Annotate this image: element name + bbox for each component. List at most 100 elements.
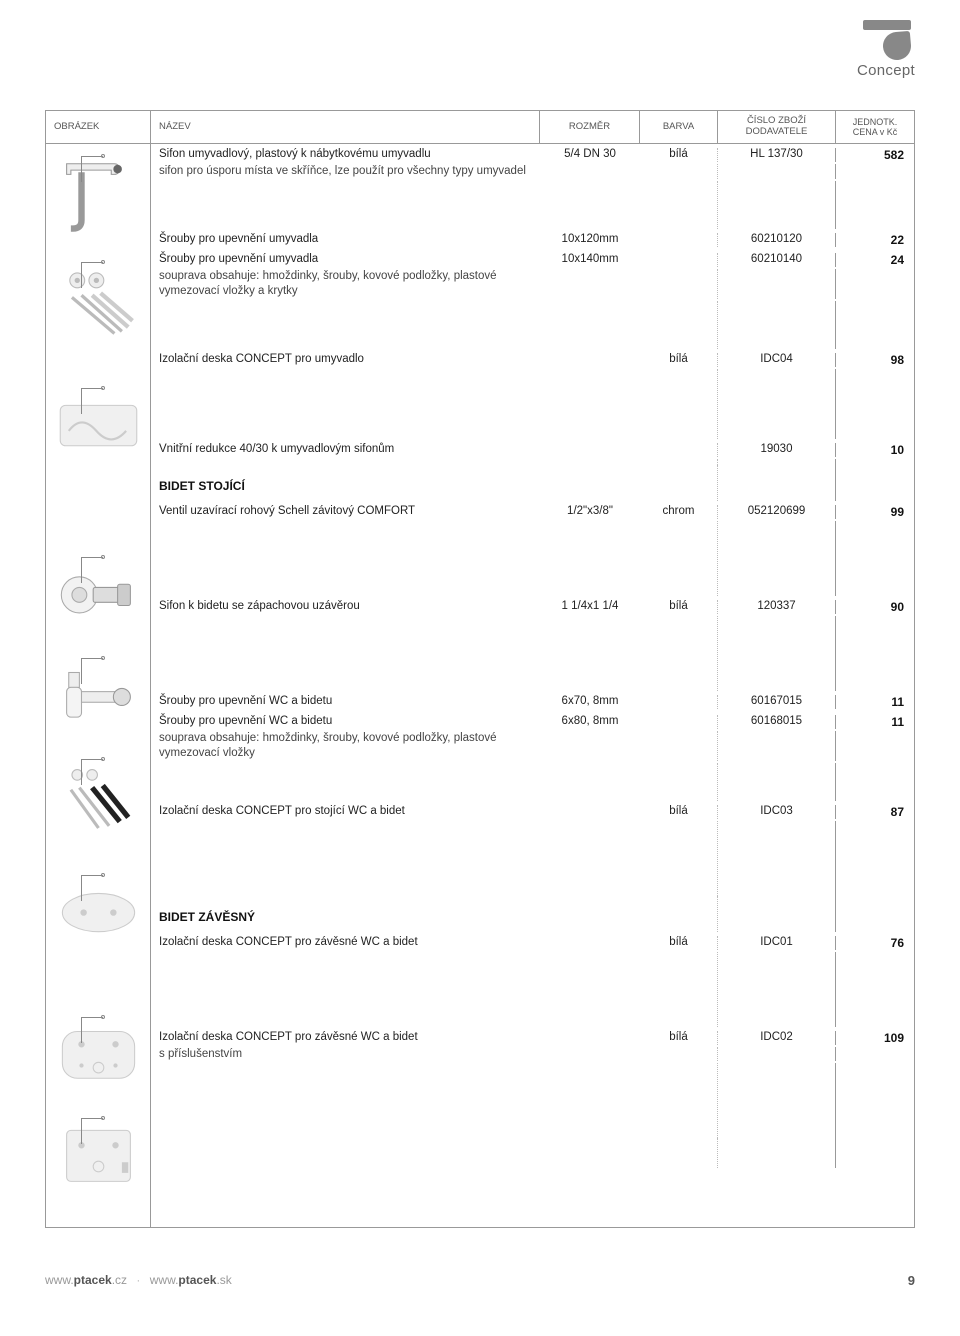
product-supplier-code: 19030 (718, 443, 836, 457)
product-price: 10 (836, 443, 914, 457)
product-price: 98 (836, 353, 914, 367)
leader-line-icon (81, 1108, 113, 1154)
product-color: bílá (640, 148, 718, 162)
product-name: Sifon k bidetu se zápachovou uzávěrou (151, 600, 540, 614)
product-description-row: souprava obsahuje: hmoždinky, šrouby, ko… (151, 731, 914, 763)
section-heading-row: BIDET STOJÍCÍ (151, 465, 914, 501)
table-row: Izolační deska CONCEPT pro stojící WC a … (151, 801, 914, 821)
product-description: souprava obsahuje: hmoždinky, šrouby, ko… (151, 269, 540, 299)
product-dimension (540, 353, 640, 367)
product-dimension: 10x120mm (540, 233, 640, 247)
product-price: 87 (836, 805, 914, 819)
row-spacer (151, 301, 914, 349)
product-dimension (540, 443, 640, 457)
product-color (640, 253, 718, 267)
table-row: Izolační deska CONCEPT pro umyvadlo bílá… (151, 349, 914, 369)
product-supplier-code: IDC03 (718, 805, 836, 819)
product-name: Šrouby pro upevnění WC a bidetu (151, 695, 540, 709)
header-supplier-l2: DODAVATELE (726, 127, 827, 138)
table-header: OBRÁZEK NÁZEV ROZMĚR BARVA ČÍSLO ZBOŽÍ D… (46, 111, 914, 144)
leader-line-icon (81, 547, 113, 593)
concept-logo-icon (861, 20, 911, 60)
product-description-row: souprava obsahuje: hmoždinky, šrouby, ko… (151, 269, 914, 301)
product-supplier-code: IDC04 (718, 353, 836, 367)
product-supplier-code: HL 137/30 (718, 148, 836, 162)
leader-line-icon (81, 378, 113, 424)
product-color (640, 695, 718, 709)
product-image (46, 144, 150, 250)
leader-line-icon (81, 865, 113, 911)
table-row: Ventil uzavírací rohový Schell závitový … (151, 501, 914, 521)
header-dimension: ROZMĚR (540, 111, 640, 143)
section-heading: BIDET ZÁVĚSNÝ (151, 896, 540, 932)
header-image: OBRÁZEK (46, 111, 151, 143)
product-image (46, 1005, 150, 1106)
product-supplier-code: 60168015 (718, 715, 836, 729)
product-supplier-code: IDC02 (718, 1031, 836, 1045)
table-row: Šrouby pro upevnění umyvadla 10x140mm 60… (151, 249, 914, 269)
product-name: Šrouby pro upevnění umyvadla (151, 253, 540, 267)
product-image (46, 863, 150, 964)
product-image (46, 545, 150, 646)
leader-line-icon (81, 648, 113, 694)
product-price: 11 (836, 715, 914, 729)
product-price: 22 (836, 233, 914, 247)
product-color: bílá (640, 353, 718, 367)
product-price: 11 (836, 695, 914, 709)
table-body: Sifon umyvadlový, plastový k nábytkovému… (46, 144, 914, 1228)
leader-line-icon (81, 252, 113, 298)
product-name: Ventil uzavírací rohový Schell závitový … (151, 505, 540, 519)
product-name: Izolační deska CONCEPT pro stojící WC a … (151, 805, 540, 819)
row-spacer (151, 821, 914, 896)
product-supplier-code: 60167015 (718, 695, 836, 709)
section-heading-row: BIDET ZÁVĚSNÝ (151, 896, 914, 932)
footer-url-cz: www.ptacek.cz (45, 1273, 127, 1287)
product-price: 90 (836, 600, 914, 614)
brand-name: Concept (857, 62, 915, 79)
product-price: 76 (836, 936, 914, 950)
product-color (640, 715, 718, 729)
product-name: Vnitřní redukce 40/30 k umyvadlovým sifo… (151, 443, 540, 457)
header-price-l2: CENA v Kč (844, 127, 906, 137)
leader-line-icon (81, 749, 113, 795)
row-spacer (151, 369, 914, 439)
product-name: Izolační deska CONCEPT pro umyvadlo (151, 353, 540, 367)
footer-url-sk: www.ptacek.sk (150, 1273, 232, 1287)
product-color: bílá (640, 805, 718, 819)
header-price: JEDNOTK. CENA v Kč (836, 111, 914, 143)
table-row: Izolační deska CONCEPT pro závěsné WC a … (151, 1027, 914, 1047)
footer-separator: · (136, 1273, 140, 1287)
product-price: 582 (836, 148, 914, 162)
header-supplier: ČÍSLO ZBOŽÍ DODAVATELE (718, 111, 836, 143)
image-column (46, 144, 151, 1227)
page-footer: www.ptacek.cz · www.ptacek.sk 9 (45, 1273, 915, 1288)
leader-line-icon (81, 1007, 113, 1053)
table-row: Šrouby pro upevnění umyvadla 10x120mm 60… (151, 229, 914, 249)
product-description: s příslušenstvím (151, 1047, 540, 1062)
page-number: 9 (908, 1273, 915, 1288)
product-dimension: 1 1/4x1 1/4 (540, 600, 640, 614)
product-description-row: sifon pro úsporu místa ve skříňce, lze p… (151, 164, 914, 181)
product-image (46, 376, 150, 472)
table-row: Izolační deska CONCEPT pro závěsné WC a … (151, 932, 914, 952)
product-image (46, 1106, 150, 1227)
product-dimension: 5/4 DN 30 (540, 148, 640, 162)
row-spacer (151, 616, 914, 691)
leader-line-icon (81, 146, 113, 192)
table-row: Šrouby pro upevnění WC a bidetu 6x80, 8m… (151, 711, 914, 731)
product-name: Šrouby pro upevnění WC a bidetu (151, 715, 540, 729)
product-image (46, 250, 150, 376)
row-spacer (151, 763, 914, 801)
brand-logo: Concept (857, 20, 915, 79)
table-row: Sifon k bidetu se zápachovou uzávěrou 1 … (151, 596, 914, 616)
product-dimension: 10x140mm (540, 253, 640, 267)
product-image (46, 747, 150, 863)
product-name: Sifon umyvadlový, plastový k nábytkovému… (151, 148, 540, 162)
product-color (640, 233, 718, 247)
product-color: bílá (640, 600, 718, 614)
product-name: Izolační deska CONCEPT pro závěsné WC a … (151, 936, 540, 950)
product-dimension (540, 936, 640, 950)
header-price-l1: JEDNOTK. (844, 117, 906, 127)
row-spacer (151, 181, 914, 229)
header-color: BARVA (640, 111, 718, 143)
